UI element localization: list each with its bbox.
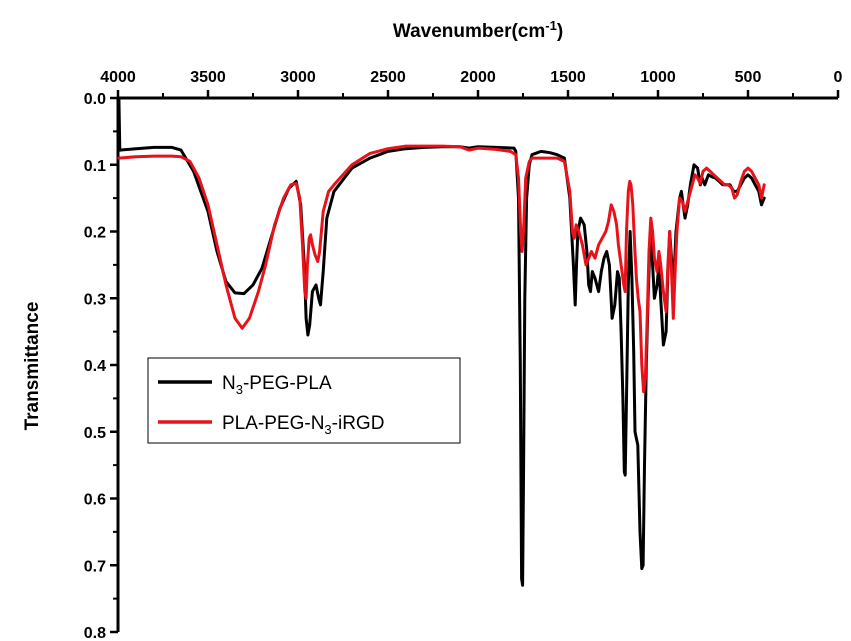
series-line-n3-peg-pla bbox=[117, 96, 766, 587]
x-tick-label-1500: 1500 bbox=[550, 69, 586, 86]
series-layer bbox=[117, 96, 766, 587]
x-tick-label-0: 0 bbox=[834, 69, 843, 86]
x-tick-label-2500: 2500 bbox=[370, 69, 406, 86]
x-axis-title: Wavenumber(cm-1) bbox=[393, 18, 563, 43]
legend-label-n3-peg-pla: N3-PEG-PLA bbox=[222, 373, 332, 397]
y-tick-labels: 0.0 0.1 0.2 0.3 0.4 0.5 0.6 0.7 0.8 bbox=[84, 91, 106, 641]
x-tick-label-1000: 1000 bbox=[640, 69, 676, 86]
y-tick-label-0.4: 0.4 bbox=[84, 358, 106, 375]
y-tick-label-0.7: 0.7 bbox=[84, 558, 106, 575]
y-tick-label-0.8: 0.8 bbox=[84, 625, 106, 641]
x-tick-label-3000: 3000 bbox=[280, 69, 316, 86]
legend-box bbox=[147, 357, 461, 444]
y-tick-label-0.0: 0.0 bbox=[84, 91, 106, 108]
x-tick-label-3500: 3500 bbox=[190, 69, 226, 86]
y-tick-label-0.5: 0.5 bbox=[84, 425, 106, 442]
y-tick-label-0.2: 0.2 bbox=[84, 225, 106, 242]
legend: N3-PEG-PLA PLA-PEG-N3-iRGD bbox=[147, 357, 461, 444]
x-tick-label-500: 500 bbox=[735, 69, 762, 86]
y-tick-label-0.3: 0.3 bbox=[84, 291, 106, 308]
x-tick-label-4000: 4000 bbox=[100, 69, 136, 86]
y-axis-title: Transmittance bbox=[22, 302, 43, 431]
x-tick-labels: 4000 3500 3000 2500 2000 1500 1000 500 0 bbox=[100, 69, 842, 86]
x-tick-label-2000: 2000 bbox=[460, 69, 496, 86]
chart-axes bbox=[110, 90, 840, 634]
y-tick-label-0.6: 0.6 bbox=[84, 492, 106, 509]
y-tick-label-0.1: 0.1 bbox=[84, 158, 106, 175]
series-line-pla-peg-n3-irgd bbox=[117, 144, 766, 394]
legend-label-pla-peg-n3-irgd: PLA-PEG-N3-iRGD bbox=[222, 413, 384, 437]
